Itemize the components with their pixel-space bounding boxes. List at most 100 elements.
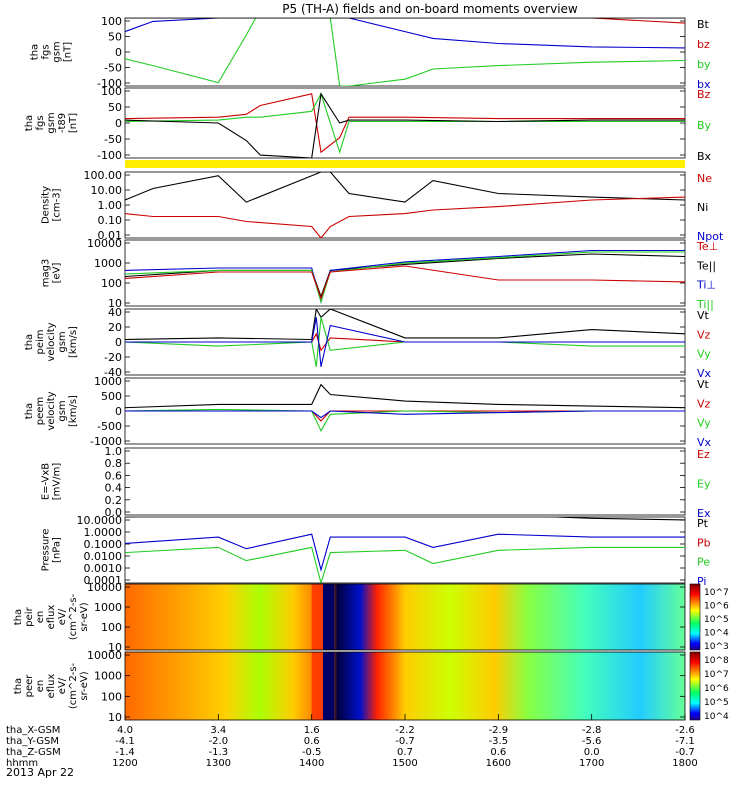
legend-vy: Vy [697, 417, 711, 430]
y-axis-label-line: en [35, 680, 46, 693]
y-tick-label: 100.00 [84, 169, 123, 182]
series-line-vx [125, 410, 685, 419]
x-row-value: 1200 [112, 758, 137, 769]
series-line-vy [125, 317, 685, 367]
y-axis-label-line: -t89 [57, 113, 68, 133]
series-line-te [125, 265, 685, 301]
colorbar-tick-label: 10^4 [704, 712, 729, 722]
x-row-value: -2.6 [675, 725, 695, 736]
panel-frame [124, 171, 686, 239]
x-row-value: 1500 [392, 758, 417, 769]
y-axis-label-line: sr-eV) [79, 602, 90, 631]
legend-vz: Vz [697, 328, 711, 341]
colorbar-tick-label: 10^5 [704, 615, 729, 625]
y-tick-label: 0.0100 [84, 550, 123, 563]
y-axis-label-line: tha [24, 334, 35, 350]
y-tick-label: 20 [108, 321, 122, 334]
x-row-value: 0.6 [304, 736, 320, 747]
y-axis-label-line: peir [24, 606, 35, 626]
y-axis-label-line: gsm [46, 112, 57, 133]
legend-bt: Bt [697, 18, 710, 31]
series-line-by [125, 18, 685, 86]
heatmap-dropout-band [322, 584, 335, 650]
x-row-value: -0.7 [395, 736, 415, 747]
y-tick-label: 1000 [94, 375, 122, 388]
panel-frame [124, 447, 686, 516]
y-axis-label-line: tha [13, 678, 24, 694]
panel-peim: 40 20 0 -20 -40 tha peim velocity gsm [km/s] Vt Vz V… [24, 306, 712, 380]
x-row-value: 1800 [672, 758, 697, 769]
legend-ni: Ni [697, 201, 708, 214]
x-row-value: 1300 [206, 758, 231, 769]
legend-vy: Vy [697, 348, 711, 361]
y-tick-label: 10000 [87, 649, 122, 662]
y-axis-label-line: gsm [57, 400, 68, 421]
panel-peer: 10^8 10^7 10^6 10^5 10^4 10000 1000 100 10 tha pee… [13, 649, 729, 724]
colorbar [689, 583, 701, 651]
y-tick-label: 100 [101, 690, 122, 703]
x-row-value: -1.4 [115, 747, 135, 758]
colorbar-tick-label: 10^6 [704, 602, 729, 612]
y-tick-label: -40 [104, 366, 122, 379]
x-row-value: -2.9 [489, 725, 509, 736]
y-axis-label-line: [mV/m] [52, 463, 63, 501]
series-line-vt [125, 383, 685, 409]
y-axis-label-line: peer [24, 674, 35, 698]
y-tick-label: 0.2 [105, 494, 123, 507]
heatmap-hot-band [311, 584, 323, 650]
y-tick-label: 10.0000 [77, 514, 123, 527]
legend-ne: Ne [697, 172, 712, 185]
panel-fgs: 100 50 0 -50 -100 tha fgs gsm [nT] Bt bz by bx [30, 15, 711, 91]
y-axis-label-line: eV/ [57, 677, 68, 694]
series-line-bx [125, 92, 685, 158]
legend-bz: Bz [697, 88, 711, 101]
x-row-value: 3.4 [210, 725, 226, 736]
orbit-bar [125, 160, 685, 168]
y-tick-label: 10 [108, 711, 122, 724]
panel-density: 100.00 10.00 1.00 0.10 0.01 Density [cm-3] Ne Ni… [41, 169, 724, 243]
series-line-bz [125, 93, 685, 154]
figure-title: P5 (TH-A) fields and on-board moments ov… [282, 2, 578, 16]
series-line-vx [125, 317, 685, 367]
x-row-value: -3.5 [489, 736, 509, 747]
y-axis-label-line: (cm^2-s- [68, 662, 79, 709]
x-row-value: -1.3 [209, 747, 229, 758]
series-line-te [125, 253, 685, 299]
x-row-value: 0.6 [490, 747, 506, 758]
y-axis-label-line: sr-eV) [79, 671, 90, 700]
y-tick-label: -50 [104, 133, 122, 146]
panel-efield: 1.00.80.60.40.20.0 E=-VxB [mV/m] Ez Ey Ex [41, 445, 711, 520]
legend-pt: Pt [697, 517, 709, 530]
y-tick-label: 1000 [94, 257, 122, 270]
x-row-value: -4.1 [115, 736, 135, 747]
y-axis-label-line: [km/s] [68, 395, 79, 427]
legend-pb: Pb [697, 536, 711, 549]
y-tick-label: 10000 [87, 581, 122, 594]
legend-vz: Vz [697, 397, 711, 410]
y-tick-label: 0 [115, 336, 122, 349]
y-tick-label: 50 [108, 101, 122, 114]
panel-peem: 1000 500 0 -500 -1000 tha peem velocity gsm [km/s… [24, 375, 712, 449]
y-tick-label: -1000 [90, 435, 122, 448]
y-tick-label: 100 [101, 85, 122, 98]
y-tick-label: 0 [115, 117, 122, 130]
x-row-value: 1600 [486, 758, 511, 769]
legend-ez: Ez [697, 448, 710, 461]
y-tick-label: 10000 [87, 237, 122, 250]
y-tick-label: 100 [101, 277, 122, 290]
y-axis-label-line: velocity [46, 322, 57, 361]
y-axis-label-line: tha [13, 609, 24, 625]
y-tick-label: 0 [115, 405, 122, 418]
legend-vx: Vx [697, 367, 712, 380]
date-label: 2013 Apr 22 [6, 766, 74, 779]
x-row-value: 1.6 [304, 725, 320, 736]
legend-bx: bx [697, 78, 711, 91]
y-tick-label: -50 [104, 62, 122, 75]
x-row-label: tha_X-GSM [6, 725, 60, 736]
x-row-label: tha_Z-GSM [6, 747, 61, 758]
y-axis-label-line: tha [24, 403, 35, 419]
series-line-pi [125, 533, 685, 572]
y-axis-label-line: tha [30, 44, 41, 60]
y-axis-label-line: gsm [52, 41, 63, 62]
y-axis-label-line: [nT] [68, 113, 79, 133]
